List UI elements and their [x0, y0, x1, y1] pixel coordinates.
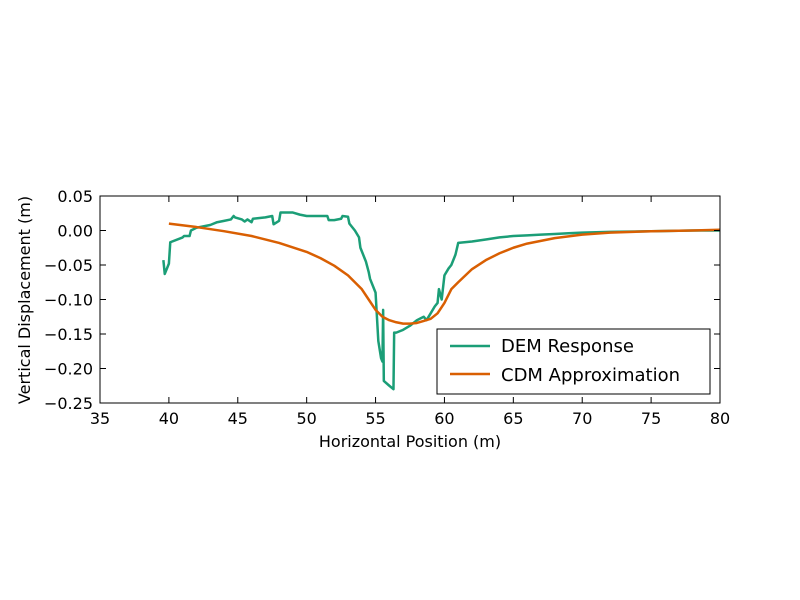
x-tick-label: 70 [572, 409, 592, 428]
y-tick-label: −0.10 [44, 291, 93, 310]
x-axis-label: Horizontal Position (m) [319, 432, 501, 451]
x-tick-label: 80 [710, 409, 730, 428]
legend-box [436, 328, 711, 395]
legend: DEM Response CDM Approximation [436, 328, 711, 395]
x-tick-label: 60 [434, 409, 454, 428]
series-line-cdm-approximation [168, 222, 720, 325]
x-tick-label: 45 [228, 409, 248, 428]
y-tick-label: 0.00 [57, 222, 93, 241]
x-tick-label: 50 [296, 409, 316, 428]
x-tick-label: 75 [641, 409, 661, 428]
y-tick-label: −0.20 [44, 360, 93, 379]
y-tick-label: −0.05 [44, 256, 93, 275]
x-tick-label: 55 [365, 409, 385, 428]
x-tick-label: 35 [90, 409, 110, 428]
legend-label-cdm-approximation: CDM Approximation [501, 365, 680, 386]
series-line-dem-response [162, 211, 720, 391]
y-tick-label: −0.15 [44, 325, 93, 344]
x-tick-label: 40 [159, 409, 179, 428]
x-tick-label: 65 [503, 409, 523, 428]
y-tick-label: −0.25 [44, 394, 93, 413]
y-tick-label: 0.05 [57, 187, 93, 206]
legend-label-dem-response: DEM Response [501, 336, 634, 357]
y-axis-label: Vertical Displacement (m) [15, 196, 34, 404]
